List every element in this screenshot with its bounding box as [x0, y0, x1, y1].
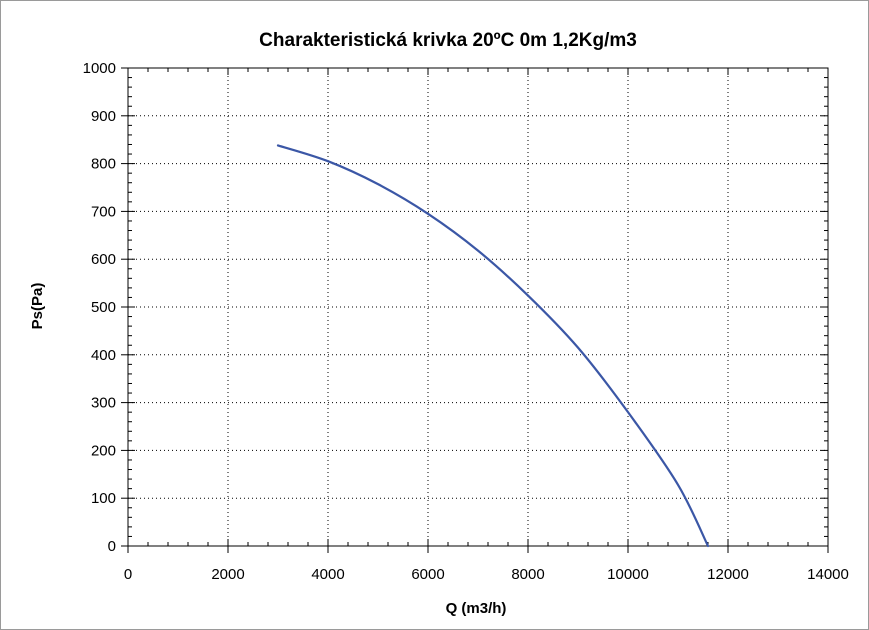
chart-title: Charakteristická krivka 20ºC 0m 1,2Kg/m3 [259, 30, 637, 51]
y-tick-label: 400 [91, 347, 116, 364]
x-tick-label: 12000 [707, 566, 749, 583]
series-line [276, 144, 710, 548]
y-tick-label: 200 [91, 442, 116, 459]
y-axis-label: Ps(Pa) [29, 283, 46, 330]
minor-ticks [128, 68, 828, 546]
x-tick-label: 8000 [511, 566, 544, 583]
x-tick-label: 4000 [311, 566, 344, 583]
series-layer [276, 144, 710, 548]
y-tick-label: 0 [108, 538, 116, 555]
y-tick-label: 800 [91, 156, 116, 173]
y-tick-label: 100 [91, 490, 116, 507]
y-tick-label: 700 [91, 203, 116, 220]
x-tick-label: 0 [124, 566, 132, 583]
y-tick-label: 600 [91, 251, 116, 268]
x-axis-label: Q (m3/h) [446, 600, 507, 617]
y-axis-ticks: 0 100 200 300 400 500 600 700 800 900 1000 [83, 60, 828, 555]
y-tick-label: 500 [91, 299, 116, 316]
y-tick-label: 1000 [83, 60, 116, 77]
y-tick-label: 300 [91, 395, 116, 412]
y-tick-label: 900 [91, 108, 116, 125]
x-axis-ticks: 0 2000 4000 6000 8000 10000 12000 14000 [124, 68, 849, 583]
x-tick-label: 6000 [411, 566, 444, 583]
grid [128, 68, 828, 546]
x-tick-label: 10000 [607, 566, 649, 583]
x-tick-label: 2000 [211, 566, 244, 583]
x-tick-label: 14000 [807, 566, 849, 583]
